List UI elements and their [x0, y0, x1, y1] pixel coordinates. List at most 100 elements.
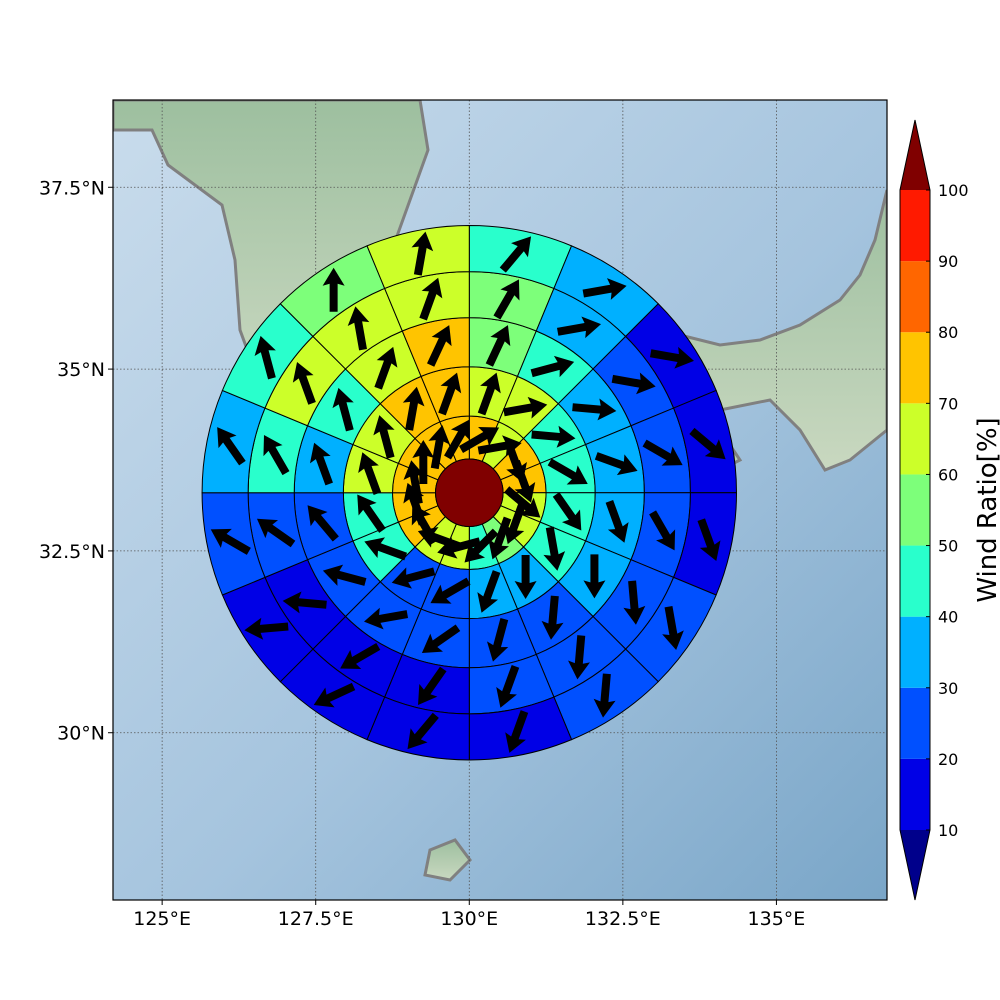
x-axis-ticks: 125°E 127.5°E 130°E 132.5°E 135°E — [133, 900, 805, 930]
wind-arrow-r2-s12 — [309, 442, 333, 486]
wind-arrow-r4-s8 — [407, 712, 439, 750]
wind-arrow-r1-s15 — [438, 372, 462, 416]
colorbar: 10 20 30 40 50 60 70 80 90 100 — [899, 119, 969, 901]
colorbar-segment-3 — [900, 545, 930, 617]
wind-arrow-r4-s15 — [411, 231, 434, 276]
wind-arrow-r4-s9 — [313, 682, 356, 708]
wind-arrow-r3-s7 — [496, 664, 520, 708]
wind-arrow-r2-s13 — [332, 387, 354, 432]
wind-arrow-r3-s3 — [642, 439, 683, 466]
wind-arrow-r3-s11 — [256, 518, 296, 548]
x-tick-label-1: 127.5°E — [278, 908, 354, 930]
wind-arrow-r1-s6 — [514, 555, 537, 600]
x-tick-label-2: 130°E — [440, 908, 498, 930]
wind-arrow-r4-s10 — [244, 617, 289, 640]
wind-arrow-r2-s0 — [485, 325, 511, 367]
wind-arrow-r3-s13 — [292, 361, 316, 405]
y-axis-ticks: 30°N 32.5°N 35°N 37.5°N — [39, 177, 113, 745]
colorbar-tick-label-3: 40 — [938, 608, 958, 627]
wind-arrow-r1-s1 — [503, 396, 548, 419]
wind-arrow-r0-s7 — [464, 528, 499, 563]
wind-arrow-r4-s13 — [254, 335, 276, 380]
wind-arrow-r0-s0 — [459, 426, 500, 453]
wind-arrows — [210, 231, 726, 753]
colorbar-segment-7 — [900, 261, 930, 333]
wind-arrow-r4-s7 — [505, 710, 529, 753]
wind-arrow-r3-s1 — [556, 316, 602, 339]
colorbar-tick-label-8: 90 — [938, 252, 958, 271]
wind-arrow-r1-s0 — [477, 372, 501, 416]
wind-arrow-r3-s5 — [623, 580, 646, 625]
wind-arrow-r1-s11 — [357, 494, 386, 533]
y-tick-label-1: 32.5°N — [39, 541, 105, 563]
colorbar-segment-5 — [900, 403, 930, 475]
wind-arrow-r1-s2 — [531, 425, 576, 448]
wind-arrow-r4-s1 — [582, 278, 627, 300]
wind-arrow-r4-s5 — [662, 606, 684, 651]
wind-arrow-r3-s6 — [568, 635, 590, 680]
wind-arrow-r3-s14 — [347, 306, 370, 351]
wind-arrow-r4-s14 — [322, 267, 345, 312]
wind-arrow-r3-s10 — [282, 591, 327, 614]
wind-arrow-r4-s11 — [210, 528, 251, 555]
wind-arrow-r0-s14 — [428, 425, 451, 470]
wind-arrow-r1-s8 — [430, 577, 471, 604]
colorbar-segment-4 — [900, 474, 930, 546]
wind-arrow-r1-s13 — [373, 415, 395, 459]
wind-arrow-r0-s4 — [504, 486, 541, 518]
colorbar-tick-label-4: 50 — [938, 537, 958, 556]
wind-arrow-r3-s9 — [340, 642, 381, 669]
wind-arrow-r0-s5 — [503, 501, 527, 545]
colorbar-segment-1 — [900, 687, 930, 759]
colorbar-tick-label-6: 70 — [938, 394, 958, 413]
wind-arrow-r4-s4 — [697, 518, 721, 562]
wind-arrow-r0-s3 — [512, 459, 536, 503]
colorbar-under-triangle — [900, 830, 930, 900]
wind-arrow-r3-s4 — [649, 510, 676, 551]
wind-arrow-r3-s0 — [493, 279, 520, 320]
colorbar-tick-label-0: 10 — [938, 821, 958, 840]
wind-arrow-r1-s14 — [402, 386, 425, 431]
wind-arrow-r3-s8 — [418, 666, 447, 706]
wind-arrow-r2-s3 — [594, 452, 638, 476]
wind-arrow-r0-s13 — [412, 440, 435, 485]
wind-arrow-r0-s6 — [488, 516, 512, 560]
colorbar-tick-label-9: 100 — [938, 181, 969, 200]
wind-arrow-r2-s9 — [364, 607, 409, 630]
colorbar-tick-label-1: 20 — [938, 750, 958, 769]
wind-arrow-r2-s15 — [427, 325, 452, 367]
wind-arrow-r2-s4 — [605, 500, 629, 543]
colorbar-label: Wind Ratio[%] — [973, 417, 1000, 602]
center-cell — [435, 458, 504, 528]
colorbar-segment-2 — [900, 616, 930, 688]
colorbar-segment-6 — [900, 332, 930, 404]
wind-arrow-r4-s6 — [593, 673, 616, 718]
x-tick-label-0: 125°E — [133, 908, 191, 930]
colorbar-tick-label-2: 30 — [938, 679, 958, 698]
wind-arrow-r4-s3 — [689, 427, 726, 460]
wind-arrow-r2-s2 — [572, 398, 617, 421]
wind-arrow-r1-s7 — [477, 570, 501, 613]
wind-arrow-r4-s12 — [217, 427, 246, 466]
ring-sectors — [201, 225, 738, 761]
axes-frame — [112, 99, 888, 901]
colorbar-tick-label-7: 80 — [938, 323, 958, 342]
wind-arrow-r2-s5 — [583, 554, 606, 599]
wind-arrow-r4-s0 — [499, 236, 532, 273]
wind-arrow-r3-s2 — [611, 372, 656, 395]
wind-arrow-r4-s2 — [649, 346, 694, 369]
wind-arrow-r2-s1 — [530, 355, 575, 378]
wind-arrow-r0-s15 — [444, 419, 471, 460]
y-tick-label-3: 37.5°N — [39, 177, 105, 199]
wind-arrow-r1-s5 — [543, 526, 566, 571]
colorbar-segment-8 — [900, 190, 930, 262]
wind-arrow-r1-s4 — [552, 492, 582, 531]
colorbar-tick-label-5: 60 — [938, 465, 958, 484]
wind-arrow-r2-s6 — [541, 595, 564, 640]
southern-islands — [423, 838, 472, 882]
wind-arrow-r2-s11 — [307, 505, 339, 542]
wind-arrow-r2-s7 — [486, 618, 509, 662]
y-tick-label-2: 35°N — [57, 359, 105, 381]
wind-arrow-r1-s10 — [364, 537, 408, 561]
